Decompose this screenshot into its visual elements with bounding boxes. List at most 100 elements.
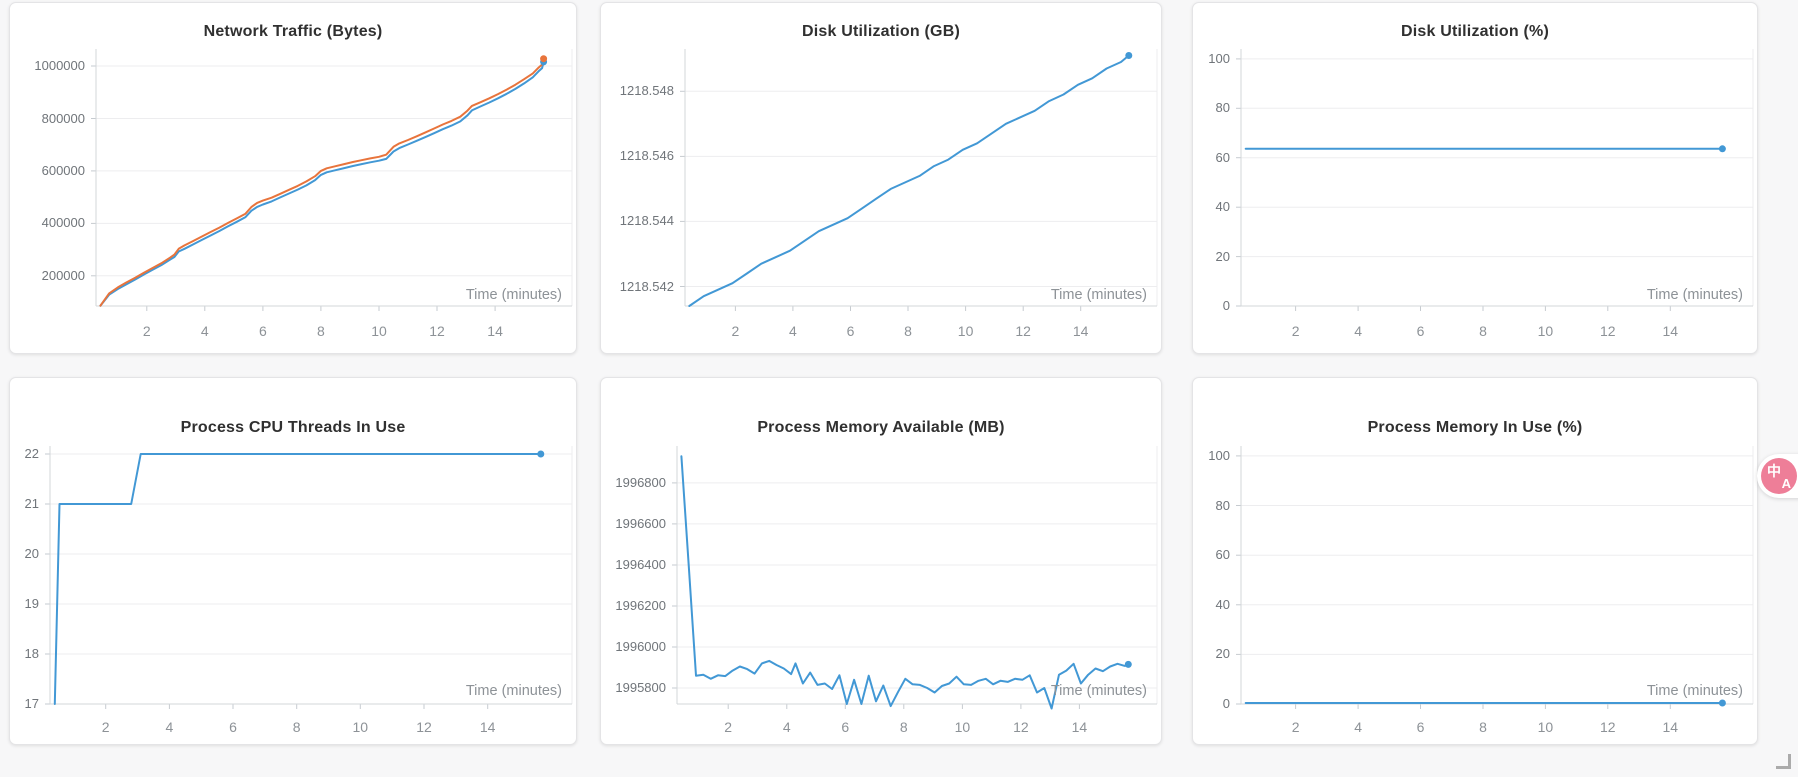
x-tick-label: 12 xyxy=(429,323,445,339)
x-tick-label: 14 xyxy=(1662,719,1679,735)
chart-title: Disk Utilization (GB) xyxy=(802,23,960,40)
y-tick-label: 20 xyxy=(1215,646,1230,662)
x-tick-label: 4 xyxy=(782,719,791,735)
y-tick-label: 0 xyxy=(1222,696,1230,711)
x-tick-label: 14 xyxy=(1662,323,1679,339)
x-tick-label: 12 xyxy=(1600,719,1616,735)
chart-card: Process Memory In Use (%) 0 20 40 60 80 100 2 4 6… xyxy=(1192,377,1758,745)
y-tick-label: 1996400 xyxy=(615,557,666,572)
x-tick-label: 10 xyxy=(1537,323,1554,339)
last-point-marker xyxy=(540,55,548,63)
x-tick-label: 2 xyxy=(731,323,740,339)
y-tick-label: 400000 xyxy=(41,215,85,231)
x-tick-label: 2 xyxy=(1291,323,1300,339)
last-point-marker xyxy=(1718,145,1726,153)
x-tick-label: 8 xyxy=(316,323,325,339)
data-line xyxy=(53,453,542,705)
last-point-marker xyxy=(1124,660,1132,668)
x-axis-title: Time (minutes) xyxy=(1646,287,1743,303)
x-tick-label: 14 xyxy=(487,323,503,339)
y-tick-label: 60 xyxy=(1215,547,1230,563)
y-tick-label: 20 xyxy=(24,546,39,561)
y-tick-label: 40 xyxy=(1215,596,1230,612)
translate-icon: 中 A xyxy=(1761,458,1797,494)
x-tick-label: 6 xyxy=(229,719,237,735)
chart-card: Process Memory Available (MB) 1995800 1996… xyxy=(600,377,1162,745)
last-point-marker xyxy=(537,450,545,458)
x-tick-label: 2 xyxy=(724,719,733,735)
x-tick-label: 6 xyxy=(1416,323,1425,339)
chart-title: Process CPU Threads In Use xyxy=(180,419,406,436)
x-tick-label: 8 xyxy=(904,323,912,339)
y-tick-label: 1996800 xyxy=(615,474,666,490)
translate-button[interactable]: 中 A xyxy=(1757,454,1798,498)
y-tick-label: 1996600 xyxy=(615,515,666,531)
y-tick-label: 1000000 xyxy=(34,58,85,73)
chart-plot-area xyxy=(1236,446,1754,709)
x-tick-label: 8 xyxy=(899,719,908,735)
x-tick-label: 4 xyxy=(165,719,174,735)
x-tick-label: 6 xyxy=(1416,719,1425,735)
x-tick-label: 2 xyxy=(1291,719,1300,735)
x-tick-label: 14 xyxy=(1071,719,1088,735)
x-tick-label: 10 xyxy=(957,323,974,339)
x-tick-label: 12 xyxy=(1015,323,1031,339)
x-axis-title: Time (minutes) xyxy=(465,287,562,303)
translate-icon-zh-char: 中 xyxy=(1767,463,1781,479)
data-line xyxy=(688,54,1130,307)
y-tick-label: 1218.544 xyxy=(619,213,674,229)
y-tick-label: 21 xyxy=(24,496,39,511)
y-tick-label: 40 xyxy=(1215,199,1230,215)
x-tick-label: 6 xyxy=(841,719,850,735)
chart-plot-area xyxy=(1236,49,1754,311)
data-line xyxy=(99,57,545,307)
x-axis-title: Time (minutes) xyxy=(1646,683,1743,699)
y-tick-label: 100 xyxy=(1208,50,1230,66)
x-axis-title: Time (minutes) xyxy=(465,683,562,699)
x-tick-label: 10 xyxy=(1537,719,1554,735)
resize-corner-icon[interactable] xyxy=(1776,754,1791,769)
y-tick-label: 22 xyxy=(24,446,39,461)
y-tick-label: 1996200 xyxy=(615,598,666,613)
y-tick-label: 0 xyxy=(1222,298,1230,313)
x-tick-label: 6 xyxy=(846,323,855,339)
x-tick-label: 2 xyxy=(142,323,151,339)
y-tick-label: 19 xyxy=(24,596,39,611)
x-axis-title: Time (minutes) xyxy=(1050,287,1147,303)
chart-plot-area xyxy=(672,446,1158,710)
chart-title: Disk Utilization (%) xyxy=(1400,23,1549,40)
x-tick-label: 10 xyxy=(371,323,387,339)
x-tick-label: 8 xyxy=(1479,719,1487,735)
last-point-marker xyxy=(1125,52,1133,59)
chart-title: Network Traffic (Bytes) xyxy=(203,23,383,40)
x-tick-label: 14 xyxy=(1072,323,1089,339)
y-tick-label: 800000 xyxy=(41,110,85,126)
chart-plot-area xyxy=(680,49,1158,311)
data-line xyxy=(99,60,545,307)
chart-card: Disk Utilization (GB) 1218.542 1218.544 121… xyxy=(600,2,1162,354)
x-tick-label: 4 xyxy=(1354,719,1362,735)
x-tick-label: 14 xyxy=(479,719,496,735)
y-tick-label: 1218.546 xyxy=(619,148,674,164)
y-tick-label: 17 xyxy=(24,696,39,711)
x-tick-label: 12 xyxy=(416,719,432,735)
y-tick-label: 20 xyxy=(1215,248,1230,264)
y-tick-label: 80 xyxy=(1215,100,1230,116)
y-tick-label: 1996000 xyxy=(615,639,666,654)
y-tick-label: 18 xyxy=(24,646,39,661)
x-tick-label: 4 xyxy=(200,323,209,339)
x-tick-label: 4 xyxy=(1354,323,1362,339)
chart-plot-area xyxy=(91,49,573,311)
y-tick-label: 200000 xyxy=(41,267,85,283)
chart-card: Disk Utilization (%) 0 20 40 60 80 100 2 4 6 8 10 12… xyxy=(1192,2,1758,354)
x-axis-title: Time (minutes) xyxy=(1050,683,1147,699)
data-line xyxy=(680,455,1130,710)
last-point-marker xyxy=(1718,699,1726,707)
y-tick-label: 60 xyxy=(1215,149,1230,165)
x-tick-label: 12 xyxy=(1013,719,1029,735)
translate-icon-en-char: A xyxy=(1781,476,1791,491)
chart-card: Process CPU Threads In Use 17 18 19 20 21 22 2 4… xyxy=(9,377,577,745)
x-tick-label: 2 xyxy=(101,719,110,735)
y-tick-label: 1995800 xyxy=(615,680,666,695)
x-tick-label: 4 xyxy=(788,323,797,339)
